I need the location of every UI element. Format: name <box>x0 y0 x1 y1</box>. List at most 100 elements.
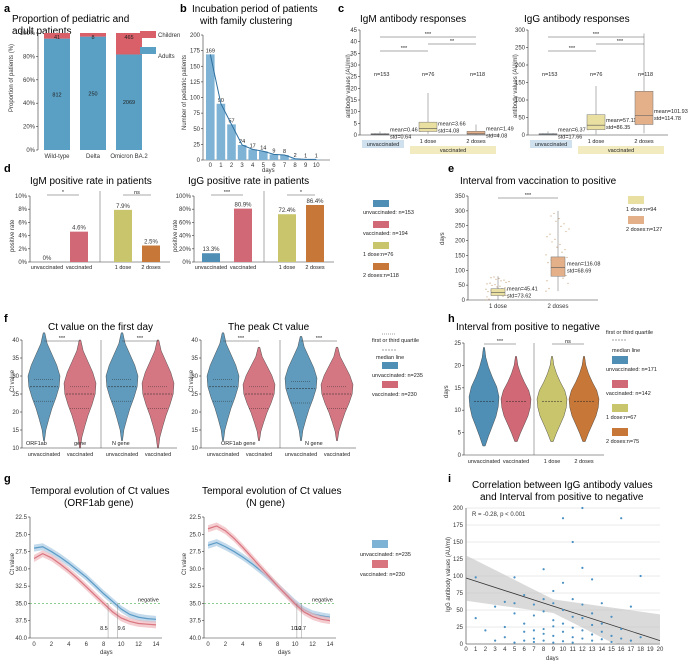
jitter-point <box>485 288 487 290</box>
category-label: 2 doses <box>547 304 568 310</box>
panel-e-ytick-label: 200 <box>455 239 466 245</box>
scatter-point <box>552 619 555 622</box>
category-label: vaccinated <box>324 452 350 458</box>
scatter-point <box>513 576 516 579</box>
panel-f-ylabel2: Ct value <box>189 369 195 392</box>
jitter-point <box>491 284 493 287</box>
g2-xtick-label: 12 <box>309 642 316 648</box>
violin <box>468 347 500 447</box>
scatter-point <box>542 598 545 601</box>
panel-label-c: c <box>338 3 344 15</box>
panel-label-f: f <box>4 313 8 325</box>
legend-swatch <box>372 560 388 568</box>
g1-xtick-label: 6 <box>85 642 89 648</box>
jitter-point <box>498 277 500 280</box>
panel-e-ytick-label: 50 <box>458 283 465 289</box>
series-line-vaccinated <box>33 552 157 626</box>
panel-b-ytick-label: 125 <box>190 80 201 86</box>
mean-label: mean=101.93 <box>654 109 688 115</box>
scatter-point <box>513 612 516 615</box>
panel-h-ytick-label: 15 <box>454 386 461 392</box>
scatter-point <box>532 640 536 644</box>
legend-swatch <box>612 428 628 436</box>
g2-ytick-label: 40.0 <box>189 636 201 642</box>
panel-e-ytick-label: 350 <box>455 194 466 200</box>
c-igm-ytick-label: 25 <box>350 75 357 81</box>
bar-children <box>116 33 142 55</box>
x-tick-label: 6 <box>523 647 527 653</box>
scatter-point <box>474 617 477 620</box>
x-tick-label: 9 <box>552 647 556 653</box>
legend-label: 2 doses:n=118 <box>363 273 399 279</box>
panel-g: g Temporal evolution of Ct values (ORF1ab… <box>4 473 411 656</box>
legend-label: first or third quartile <box>606 330 653 336</box>
panel-i-title: Correlation between IgG antibody values a… <box>472 480 653 503</box>
n-label: n=153 <box>542 72 557 78</box>
f1-ytick-label: 15 <box>12 428 19 434</box>
category-label: vaccinated <box>66 265 92 271</box>
legend-swatch-adults <box>140 47 156 54</box>
jitter-point <box>560 225 562 227</box>
jitter-point <box>503 279 505 281</box>
d-igg-ytick-label: 0% <box>182 260 191 266</box>
stat-label: R = -0.28, p < 0.001 <box>472 512 526 518</box>
panel-c-igm-ylabel: antibody values (AU/ml) <box>346 54 352 118</box>
scatter-point <box>639 574 642 578</box>
jitter-point <box>565 274 567 277</box>
c-igg-ytick-label: 100 <box>515 98 526 104</box>
scatter-point <box>591 639 594 642</box>
crossing-label: 10.7 <box>295 626 306 632</box>
category-label: unvaccinated <box>195 265 227 271</box>
legend-label: 1 dose:n=76 <box>363 252 393 258</box>
jitter-point <box>486 283 488 285</box>
panel-d-legend: unvaccinated: n=153 vaccinated: n=194 1 do… <box>363 200 414 279</box>
legend-label-children: Children <box>158 33 180 39</box>
panel-b-ylabel: Number of pediatric patients <box>182 55 188 130</box>
x-tick-label: 10 <box>313 163 320 169</box>
panel-a-ytick-label: 60% <box>23 78 36 84</box>
panel-e-ytick-label: 0 <box>462 298 466 304</box>
scatter-point <box>600 622 603 625</box>
scatter-point <box>561 581 565 584</box>
panel-a: a Proportion of pediatric and adult patie… <box>4 3 180 160</box>
bar <box>290 158 300 160</box>
bar-adults-value: 812 <box>52 92 61 98</box>
panel-label-a: a <box>4 3 11 15</box>
g2-xtick-label: 0 <box>206 642 210 648</box>
panel-a-ytick-label: 80% <box>23 54 36 60</box>
panel-label-i: i <box>448 473 451 485</box>
d-igm-ytick-label: 4% <box>18 234 27 240</box>
panel-i-ylabel: IgG antibody values (AU/ml) <box>446 537 452 612</box>
panel-b-ytick-label: 100 <box>190 96 201 102</box>
jitter-point <box>554 238 556 240</box>
jitter-point <box>559 243 561 246</box>
panel-f-chart1: 10 15 20 25 30 35 40 unvaccinated vaccinated unva… <box>12 332 177 458</box>
x-tick-label: 5 <box>513 647 517 653</box>
g2-xtick-label: 14 <box>327 642 334 648</box>
crossing-label: 9.6 <box>118 626 126 632</box>
jitter-point <box>499 285 501 287</box>
panel-g-xlabel2: days <box>278 650 291 656</box>
x-tick-label: 11 <box>570 647 577 653</box>
scatter-point <box>639 636 642 639</box>
category-label: 1 dose <box>489 304 508 310</box>
panel-c-igg-ylabel: antibody values (AU/ml) <box>513 54 519 118</box>
negative-label: negative <box>312 597 333 603</box>
g2-xtick-label: 2 <box>224 642 228 648</box>
group-label: N gene <box>112 441 130 447</box>
ci-band <box>34 550 156 629</box>
panel-b-ytick-label: 50 <box>193 127 200 133</box>
jitter-point <box>545 290 547 292</box>
c-igg-ytick-label: 0 <box>522 133 526 139</box>
y-tick-label: 0 <box>460 642 464 648</box>
sig-1-2-label: ** <box>450 39 455 45</box>
jitter-point <box>558 218 560 220</box>
c-igg-ytick-label: 250 <box>515 46 526 52</box>
scatter-point <box>571 540 574 544</box>
g1-ytick-label: 27.5 <box>15 550 27 556</box>
group-label-vaccinated: vaccinated <box>608 148 634 154</box>
scatter-point <box>552 641 555 644</box>
y-tick-label: 25 <box>456 625 463 631</box>
mean-label: mean=6.37 <box>558 127 586 133</box>
